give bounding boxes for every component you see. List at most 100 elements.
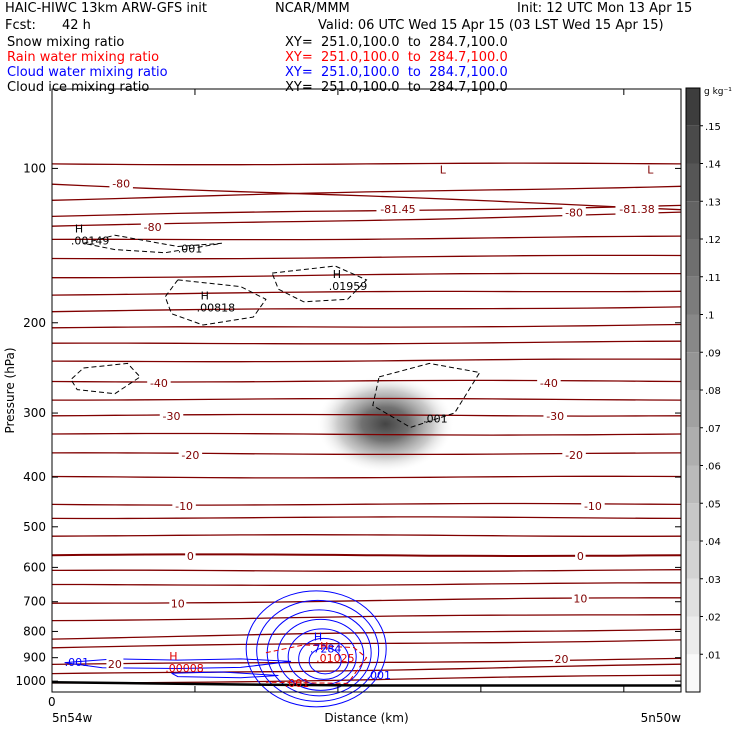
cloud-water-contour bbox=[171, 671, 279, 679]
extremum-value-label: .001 bbox=[423, 413, 448, 426]
colorbar-segment bbox=[686, 503, 700, 541]
header-title: HAIC-HIWC 13km ARW-GFS init bbox=[5, 1, 207, 16]
extremum-marker: H bbox=[169, 650, 177, 663]
extremum-value-label: .00818 bbox=[197, 301, 236, 314]
field-name-snow: Snow mixing ratio bbox=[7, 35, 125, 50]
colorbar-tick-label: .14 bbox=[705, 160, 721, 171]
field-name-cloud-ice: Cloud ice mixing ratio bbox=[7, 80, 150, 95]
isotherm-label: -20 bbox=[181, 449, 199, 462]
cloud-water-contour bbox=[64, 658, 292, 670]
colorbar-tick-label: .05 bbox=[705, 499, 721, 510]
extremum-value-label: .7284 bbox=[310, 642, 342, 655]
isotherm-label: -30 bbox=[163, 410, 181, 423]
isotherm-label-bg bbox=[571, 592, 589, 605]
cloud-water-contour bbox=[256, 599, 380, 702]
isotherm-line bbox=[51, 657, 682, 666]
field-xy-cloud-water: XY= 251.0,100.0 to 284.7,100.0 bbox=[285, 65, 508, 80]
y-tick-label: 1000 bbox=[15, 674, 46, 688]
isotherm-label-bg bbox=[562, 448, 586, 461]
isotherm-label: 20 bbox=[108, 658, 122, 671]
isotherm-label-bg bbox=[159, 409, 184, 422]
isotherm-line bbox=[51, 516, 682, 520]
colorbar-tick-label: .06 bbox=[705, 462, 721, 473]
isotherm-line bbox=[52, 397, 682, 401]
extremum-value-label: .00008 bbox=[165, 662, 204, 675]
colorbar-tick-label: .01 bbox=[705, 650, 721, 661]
y-tick-label: 700 bbox=[23, 595, 46, 609]
isotherm-line bbox=[52, 582, 681, 586]
isotherm-label-bg bbox=[109, 177, 133, 190]
colorbar-tick-label: .1 bbox=[705, 311, 715, 322]
isotherm-label-bg bbox=[178, 448, 203, 461]
x-tick-label: 0 bbox=[48, 695, 56, 709]
y-tick-label: 800 bbox=[23, 624, 46, 638]
header-org: NCAR/MMM bbox=[275, 1, 350, 16]
isotherm-line bbox=[51, 553, 682, 558]
isotherm-line bbox=[51, 432, 682, 436]
isotherm-line bbox=[52, 272, 681, 279]
extremum-marker: H bbox=[333, 268, 341, 281]
terrain-line bbox=[51, 680, 681, 687]
isotherm-label: -80 bbox=[565, 207, 583, 220]
field-xy-cloud-ice: XY= 251.0,100.0 to 284.7,100.0 bbox=[285, 80, 508, 95]
extremum-value-label: .00149 bbox=[71, 235, 110, 248]
y-tick-label: 100 bbox=[23, 161, 46, 175]
snow-contour bbox=[164, 279, 267, 326]
plot-area: -80 -80 -81.45 -80 -81.38 -40 -40 -30 -30 -20 -20 -… bbox=[51, 162, 682, 708]
extremum-marker: L bbox=[647, 163, 654, 176]
colorbar-segment bbox=[686, 390, 700, 428]
isotherm-line bbox=[51, 185, 682, 201]
rain-contour bbox=[265, 644, 368, 684]
isotherm-label: -81.38 bbox=[619, 203, 654, 216]
extremum-marker: H bbox=[201, 289, 209, 302]
isotherm-label: 20 bbox=[554, 653, 568, 666]
colorbar-units: g kg⁻¹ bbox=[704, 87, 732, 97]
isotherm-line bbox=[51, 290, 682, 296]
isotherm-label-bg bbox=[140, 220, 165, 233]
extremum-value-label: .001 bbox=[65, 656, 90, 669]
colorbar-segment bbox=[686, 427, 700, 466]
isotherm-label-bg bbox=[169, 597, 187, 610]
isotherm-label: 10 bbox=[573, 593, 587, 606]
y-axis-title: Pressure (hPa) bbox=[3, 347, 17, 433]
colorbar-tick-label: .12 bbox=[705, 235, 721, 246]
cloud-water-contour bbox=[298, 637, 350, 680]
extremum-marker: H bbox=[320, 640, 328, 653]
isotherm-label: -80 bbox=[144, 221, 162, 234]
field-name-cloud-water: Cloud water mixing ratio bbox=[7, 65, 168, 80]
isotherm-label: -80 bbox=[112, 177, 130, 190]
isotherm-line bbox=[51, 306, 682, 313]
colorbar-segment bbox=[686, 201, 700, 239]
y-tick-label: 600 bbox=[23, 560, 46, 574]
y-tick-label: 500 bbox=[23, 520, 46, 534]
colorbar-tick-label: .15 bbox=[705, 122, 721, 133]
y-tick-label: 400 bbox=[23, 470, 46, 484]
isotherm-line bbox=[51, 639, 682, 649]
isotherm-line bbox=[51, 254, 682, 260]
colorbar-segment bbox=[686, 276, 700, 315]
field-name-rain: Rain water mixing ratio bbox=[7, 50, 160, 65]
cloud-water-contour bbox=[308, 647, 342, 675]
cloud-water-contour bbox=[277, 618, 365, 691]
y-tick-label: 900 bbox=[23, 651, 46, 665]
isotherm-label-bg bbox=[376, 203, 420, 216]
snow-contour bbox=[83, 234, 222, 254]
isotherm-label: -81.45 bbox=[380, 203, 415, 216]
isotherm-line bbox=[51, 569, 682, 573]
isotherm-label-bg bbox=[106, 657, 124, 670]
header-init: Init: 12 UTC Mon 13 Apr 15 bbox=[517, 1, 693, 16]
isotherm-line bbox=[51, 323, 682, 329]
snow-contour bbox=[70, 362, 141, 395]
isotherm-line bbox=[51, 614, 682, 622]
colorbar-segment bbox=[686, 465, 700, 504]
colorbar-segment bbox=[686, 654, 700, 692]
isotherm-line bbox=[51, 413, 682, 417]
colorbar-segment bbox=[686, 578, 700, 617]
colorbar-tick-label: .11 bbox=[705, 273, 721, 284]
isotherm-line bbox=[51, 358, 682, 363]
header-fcst-label: Fcst: bbox=[5, 18, 36, 33]
colorbar-tick-label: .07 bbox=[705, 424, 721, 435]
isotherm-label-bg bbox=[147, 376, 171, 389]
